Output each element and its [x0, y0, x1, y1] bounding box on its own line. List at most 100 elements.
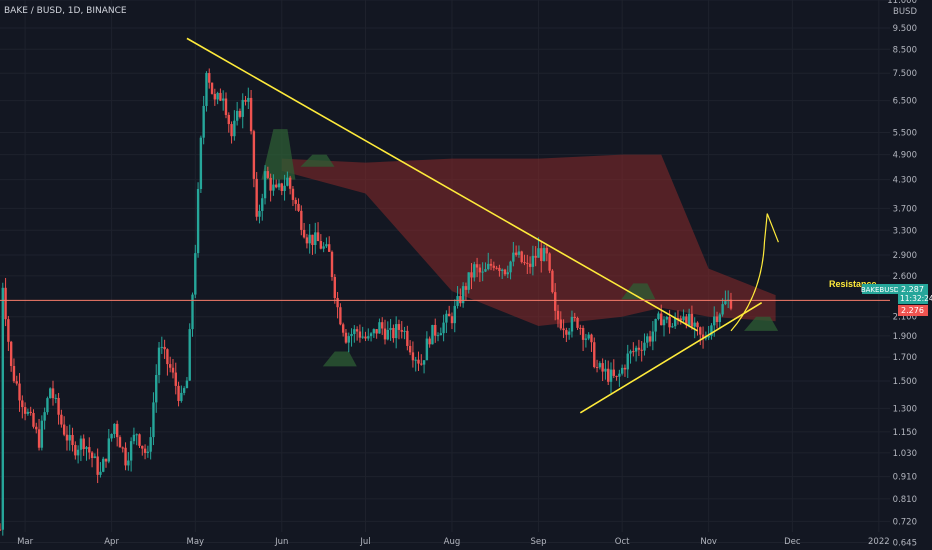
candle-body — [378, 322, 381, 334]
candle-body — [146, 451, 150, 453]
candle-body — [475, 264, 479, 268]
candle-body — [637, 347, 641, 350]
candle-body — [143, 448, 147, 453]
candle-body — [623, 367, 627, 370]
ichimoku-cloud — [261, 129, 779, 367]
candle-body — [26, 411, 30, 414]
candle-body — [219, 92, 222, 101]
symbol-badge — [862, 284, 898, 294]
price-badge-2-value: 2.276 — [901, 306, 924, 315]
candle-body — [177, 385, 180, 401]
time-tick-label: Jun — [274, 537, 288, 547]
candle-body — [710, 325, 713, 336]
candle-body — [283, 185, 286, 192]
candle-body — [629, 351, 632, 354]
candle-body — [403, 330, 406, 332]
candle-body — [492, 265, 496, 268]
candle-body — [168, 364, 172, 368]
candle-body — [0, 529, 2, 531]
candle-body — [699, 327, 702, 335]
candle-body — [208, 73, 211, 83]
price-tick-label: 1.150 — [893, 428, 917, 438]
time-tick-label: Dec — [784, 537, 801, 547]
candle-body — [210, 82, 214, 94]
candle-body — [506, 272, 509, 275]
candle-body — [355, 329, 359, 332]
candle-body — [60, 414, 63, 425]
candle-body — [484, 269, 487, 272]
price-badges: BAKEBUSD 2.287 11:32:24 2.276 — [861, 284, 932, 316]
cloud-bull — [744, 316, 779, 331]
candle-body — [241, 99, 244, 117]
candle-body — [721, 304, 724, 315]
candle-body — [49, 388, 52, 399]
candle-body — [434, 324, 437, 336]
candle-body — [503, 269, 507, 275]
candle-body — [668, 316, 671, 328]
candles — [0, 68, 733, 536]
candle-body — [673, 318, 677, 327]
candle-body — [367, 336, 370, 339]
projected-path — [730, 213, 779, 332]
candle-body — [85, 447, 88, 450]
candle-body — [227, 114, 230, 125]
candle-body — [660, 313, 663, 326]
candle-body — [414, 359, 417, 361]
candle-body — [389, 327, 392, 330]
candle-body — [37, 429, 41, 448]
candle-body — [188, 329, 191, 381]
candle-body — [713, 316, 716, 326]
price-badge[interactable] — [898, 284, 928, 304]
candle-body — [509, 261, 512, 273]
price-tick-label: 0.645 — [893, 538, 917, 548]
candle-body — [386, 329, 390, 340]
candle-body — [590, 334, 593, 343]
candle-body — [500, 269, 504, 271]
candle-body — [291, 188, 295, 200]
candle-body — [607, 368, 610, 382]
candle-body — [397, 324, 401, 330]
candle-body — [93, 456, 97, 458]
candle-body — [180, 392, 183, 401]
candle-body — [540, 248, 543, 261]
candle-body — [584, 338, 588, 340]
candle-body — [724, 301, 727, 305]
candle-body — [528, 263, 532, 267]
candle-body — [411, 352, 415, 361]
price-tick-label: 0.910 — [893, 473, 917, 483]
candle-body — [263, 171, 267, 199]
candle-body — [431, 324, 434, 345]
price-tick-label: 1.900 — [893, 332, 917, 342]
candle-body — [428, 338, 431, 345]
candle-body — [199, 137, 203, 189]
candle-body — [129, 441, 133, 461]
candle-body — [696, 322, 699, 328]
candle-body — [124, 447, 127, 466]
candle-body — [620, 367, 624, 374]
candle-body — [141, 445, 144, 449]
candle-body — [316, 232, 320, 242]
candle-body — [459, 296, 462, 304]
drawings — [0, 37, 890, 414]
candle-body — [308, 234, 311, 244]
candle-body — [526, 262, 529, 264]
candle-body — [54, 397, 57, 399]
candle-body — [79, 438, 83, 450]
candle-body — [319, 241, 323, 249]
price-tick-label: 2.100 — [893, 313, 917, 323]
candle-body — [9, 341, 13, 367]
candle-body — [654, 318, 657, 332]
candle-body — [35, 426, 38, 430]
candle-body — [238, 110, 242, 117]
candle-body — [559, 319, 562, 329]
time-tick-label: Mar — [17, 537, 34, 547]
candle-body — [224, 98, 228, 115]
cloud-bear — [281, 154, 776, 327]
candle-body — [166, 349, 169, 365]
axes: BUSD Resistance 11.000 9.500 8.500 7.500 6.5… — [17, 0, 917, 548]
candle-body — [328, 244, 331, 252]
candle-body — [554, 292, 557, 311]
candle-body — [570, 316, 574, 332]
